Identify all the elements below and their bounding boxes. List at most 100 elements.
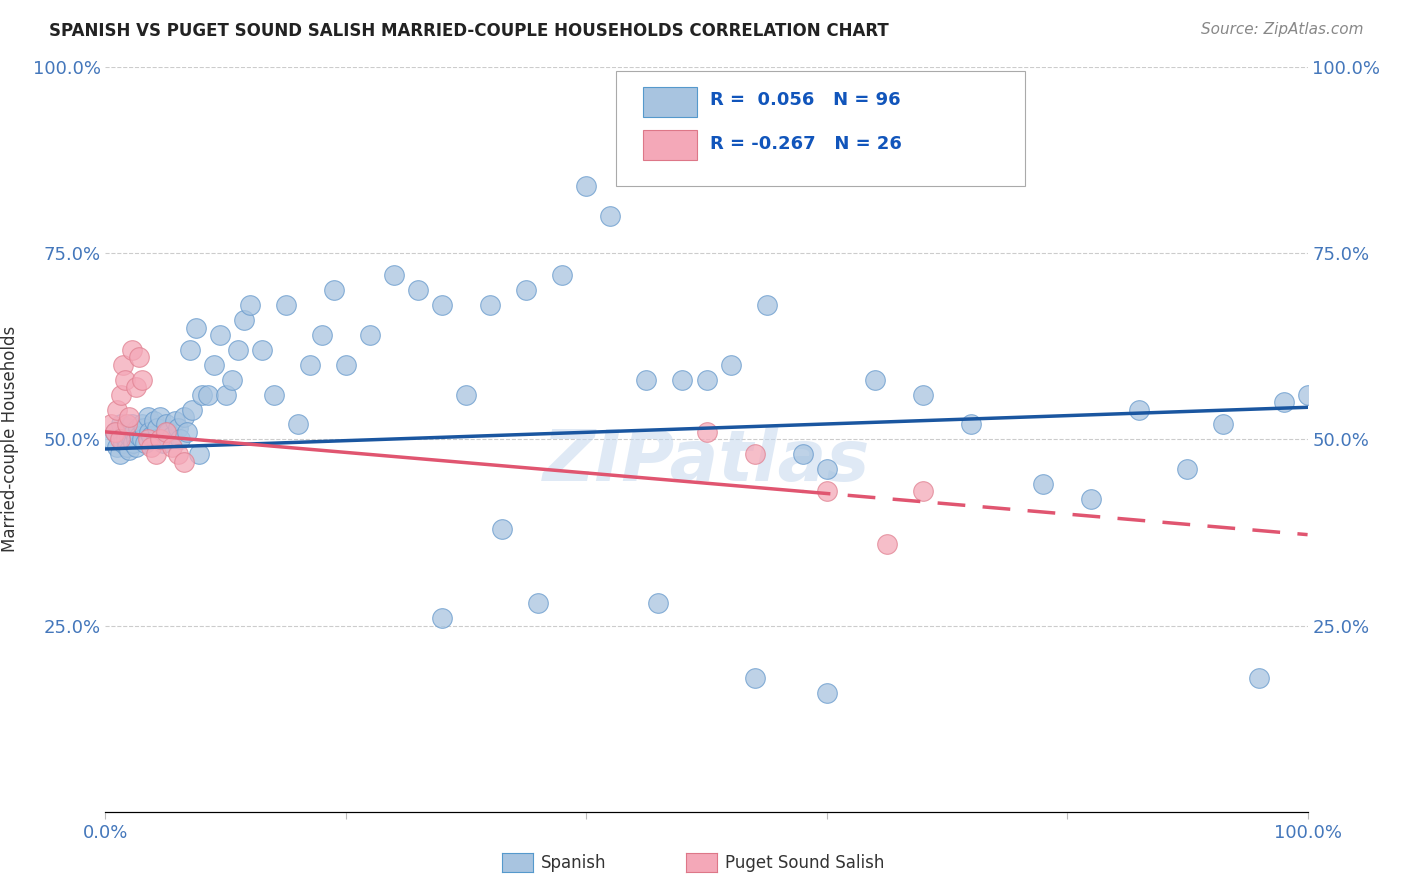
Point xyxy=(815,462,838,476)
Point xyxy=(456,387,478,401)
Point xyxy=(112,428,135,442)
Point xyxy=(148,409,170,424)
Text: Source: ZipAtlas.com: Source: ZipAtlas.com xyxy=(1201,22,1364,37)
Point xyxy=(188,447,211,461)
Point xyxy=(815,484,838,499)
Point xyxy=(430,611,453,625)
Point xyxy=(115,417,138,432)
Point xyxy=(744,671,766,685)
Point xyxy=(250,343,273,357)
Point xyxy=(165,414,187,428)
Point xyxy=(1177,462,1199,476)
Point xyxy=(274,298,297,312)
Point xyxy=(406,284,429,298)
Point xyxy=(134,436,156,450)
Point xyxy=(599,209,621,223)
Point xyxy=(815,685,838,699)
Point xyxy=(173,409,195,424)
Point xyxy=(115,433,138,447)
Point xyxy=(263,387,285,401)
Point xyxy=(960,417,983,432)
Point xyxy=(112,358,135,372)
Point xyxy=(136,409,159,424)
Point xyxy=(131,417,153,432)
Point xyxy=(155,417,177,432)
Point xyxy=(1128,402,1150,417)
Point xyxy=(155,425,177,439)
Point xyxy=(647,596,669,610)
Point xyxy=(108,447,131,461)
Point xyxy=(108,433,131,447)
FancyBboxPatch shape xyxy=(643,130,697,160)
Point xyxy=(148,433,170,447)
Point xyxy=(430,298,453,312)
Point xyxy=(1080,491,1102,506)
Point xyxy=(575,179,598,194)
Point xyxy=(179,343,201,357)
Point xyxy=(744,447,766,461)
Point xyxy=(166,447,188,461)
Point xyxy=(152,436,174,450)
Point xyxy=(136,433,159,447)
Point xyxy=(181,402,204,417)
Point xyxy=(131,433,153,447)
Point xyxy=(1212,417,1234,432)
Point xyxy=(110,417,132,432)
Point xyxy=(121,343,143,357)
Point xyxy=(160,428,183,442)
Text: Spanish: Spanish xyxy=(541,854,607,871)
Point xyxy=(176,425,198,439)
Point xyxy=(169,433,191,447)
Point xyxy=(696,425,718,439)
Point xyxy=(100,433,122,447)
Point xyxy=(226,343,249,357)
Point xyxy=(232,313,254,327)
Text: R = -0.267   N = 26: R = -0.267 N = 26 xyxy=(710,135,903,153)
Text: Puget Sound Salish: Puget Sound Salish xyxy=(725,854,884,871)
Point xyxy=(214,387,236,401)
Point xyxy=(117,421,139,435)
Point xyxy=(104,425,127,439)
Point xyxy=(132,421,155,435)
Point xyxy=(107,402,129,417)
Point xyxy=(479,298,502,312)
Point xyxy=(190,387,212,401)
Point xyxy=(298,358,321,372)
Point xyxy=(127,421,149,435)
Point xyxy=(114,373,136,387)
Point xyxy=(202,358,225,372)
Point xyxy=(146,421,169,435)
Point xyxy=(491,522,513,536)
Point xyxy=(311,328,333,343)
Point xyxy=(755,298,778,312)
Point xyxy=(124,425,146,439)
Point xyxy=(221,373,243,387)
Point xyxy=(118,428,141,442)
Point xyxy=(107,440,129,454)
Point xyxy=(124,433,146,447)
Point xyxy=(139,428,162,442)
Point xyxy=(115,440,138,454)
Point xyxy=(121,417,143,432)
Point xyxy=(322,284,344,298)
Point xyxy=(128,351,150,365)
Text: R =  0.056   N = 96: R = 0.056 N = 96 xyxy=(710,91,901,110)
Point xyxy=(382,268,405,283)
Point xyxy=(118,409,141,424)
Point xyxy=(527,596,550,610)
Point xyxy=(124,440,146,454)
Point xyxy=(173,455,195,469)
Point xyxy=(139,440,162,454)
Point xyxy=(142,414,165,428)
FancyBboxPatch shape xyxy=(616,70,1025,186)
Point xyxy=(166,421,188,435)
Point xyxy=(184,320,207,334)
Point xyxy=(876,536,898,550)
Point xyxy=(145,447,167,461)
Point xyxy=(100,417,122,432)
Text: ZIPatlas: ZIPatlas xyxy=(543,427,870,496)
Point xyxy=(287,417,309,432)
Point xyxy=(121,433,143,447)
Point xyxy=(112,436,135,450)
Point xyxy=(138,425,160,439)
